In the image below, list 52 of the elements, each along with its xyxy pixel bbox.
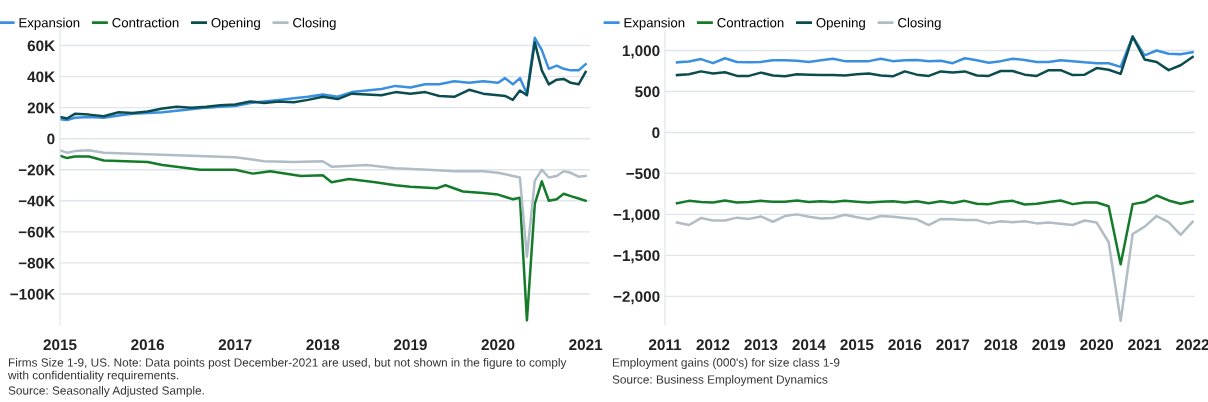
x-tick-label: 2017 <box>218 339 252 351</box>
y-tick-label: −40K <box>18 195 55 207</box>
line-series <box>60 149 587 258</box>
line-series <box>675 35 1194 78</box>
x-tick-label: 2016 <box>888 339 922 351</box>
y-tick-label: −1,500 <box>613 250 660 264</box>
legend-label: Expansion <box>19 17 80 30</box>
x-tick-label: 2015 <box>43 339 77 351</box>
y-tick-label: 40K <box>27 71 55 83</box>
x-tick-label: 2021 <box>1128 339 1162 351</box>
source-note: Source: Business Employment Dynamics <box>612 375 828 387</box>
text: Employment gains (000's) for size class 1-9 <box>612 358 840 369</box>
y-tick-label: 1,000 <box>622 45 660 59</box>
legend-label: Opening <box>211 17 260 30</box>
x-tick-label: 2014 <box>792 339 826 351</box>
x-tick-label: 2013 <box>744 339 778 351</box>
x-tick-label: 2011 <box>648 339 682 351</box>
x-tick-label: 2022 <box>1176 339 1208 351</box>
x-tick-label: 2015 <box>840 339 874 351</box>
y-tick-label: −1,000 <box>613 209 660 223</box>
source-note: Source: Seasonally Adjusted Sample. <box>8 386 204 398</box>
legend-label: Opening <box>816 17 865 30</box>
legend-label: Contraction <box>112 17 179 28</box>
x-tick-label: 2019 <box>393 339 427 351</box>
x-tick-label: 2017 <box>936 339 970 351</box>
y-tick-label: −20K <box>18 164 55 176</box>
y-tick-label: 60K <box>27 40 55 52</box>
line-series <box>675 194 1194 266</box>
y-tick-label: −100K <box>10 288 55 300</box>
legend-label: Closing <box>898 17 941 30</box>
x-tick-label: 2020 <box>481 339 515 351</box>
line-series <box>60 154 587 322</box>
x-tick-label: 2021 <box>569 339 603 351</box>
text: Firms Size 1-9, US. Note: Data points post December-2021 are used, but not shown in the figure to comply with confidentiality requirements. <box>7 358 567 382</box>
x-tick-label: 2019 <box>1032 339 1066 351</box>
legend-label: Contraction <box>717 17 784 28</box>
y-tick-label: 500 <box>635 86 660 98</box>
x-tick-label: 2018 <box>984 339 1018 351</box>
y-tick-label: 0 <box>652 127 660 139</box>
x-tick-label: 2016 <box>131 339 165 351</box>
y-tick-label: 0 <box>47 133 55 145</box>
legend-label: Closing <box>293 17 336 30</box>
x-tick-label: 2020 <box>1080 339 1114 351</box>
x-tick-label: 2018 <box>306 339 340 351</box>
x-tick-label: 2012 <box>696 339 730 351</box>
y-tick-label: −60K <box>18 226 55 238</box>
line-series <box>675 213 1194 323</box>
legend-label: Expansion <box>624 17 685 30</box>
y-tick-label: −2,000 <box>613 291 660 305</box>
y-tick-label: 20K <box>27 102 55 114</box>
y-tick-label: −500 <box>626 168 660 180</box>
y-tick-label: −80K <box>18 257 55 269</box>
